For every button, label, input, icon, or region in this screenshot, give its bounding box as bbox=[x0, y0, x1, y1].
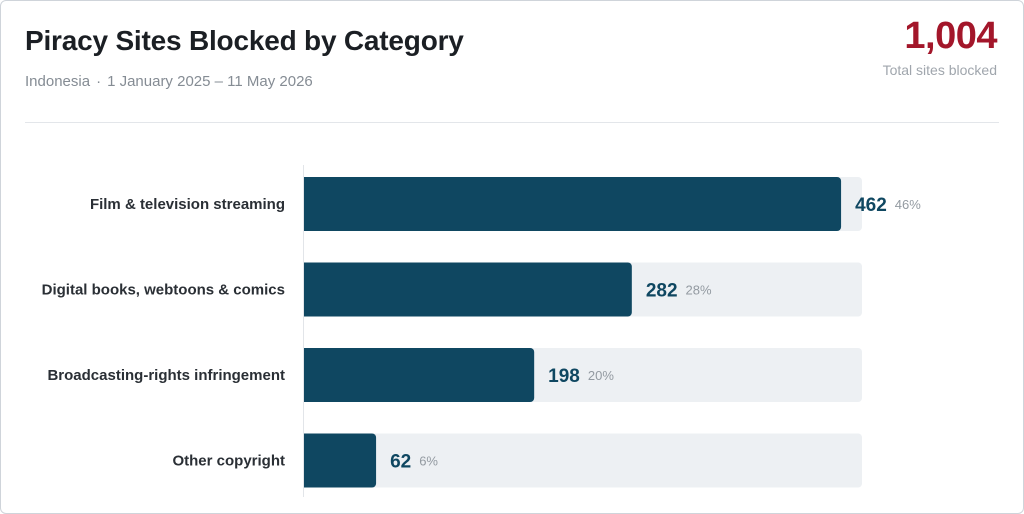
total-value: 1,004 bbox=[904, 15, 997, 57]
percent-label: 28% bbox=[686, 283, 712, 298]
percent-label: 46% bbox=[895, 197, 921, 212]
chart-subtitle: Indonesia · 1 January 2025 – 11 May 2026 bbox=[25, 73, 313, 90]
bar-track bbox=[304, 433, 862, 488]
category-label: Digital books, webtoons & comics bbox=[42, 282, 285, 299]
header-divider bbox=[25, 122, 999, 123]
category-label: Broadcasting-rights infringement bbox=[47, 367, 285, 384]
bar bbox=[304, 433, 377, 488]
bar bbox=[304, 177, 842, 231]
subtitle-separator: · bbox=[96, 73, 102, 90]
bar bbox=[304, 262, 632, 317]
value-label: 62 bbox=[390, 452, 411, 473]
value-label: 462 bbox=[855, 195, 887, 216]
total-label: Total sites blocked bbox=[882, 62, 997, 78]
category-label: Film & television streaming bbox=[90, 196, 285, 213]
bar bbox=[304, 348, 535, 402]
date-range-label: 1 January 2025 – 11 May 2026 bbox=[107, 73, 313, 90]
category-label: Other copyright bbox=[172, 453, 285, 470]
value-label: 282 bbox=[646, 281, 678, 302]
region-label: Indonesia bbox=[25, 73, 91, 90]
percent-label: 20% bbox=[588, 368, 614, 383]
chart-title: Piracy Sites Blocked by Category bbox=[25, 25, 464, 56]
percent-label: 6% bbox=[419, 454, 438, 469]
value-label: 198 bbox=[548, 366, 580, 387]
